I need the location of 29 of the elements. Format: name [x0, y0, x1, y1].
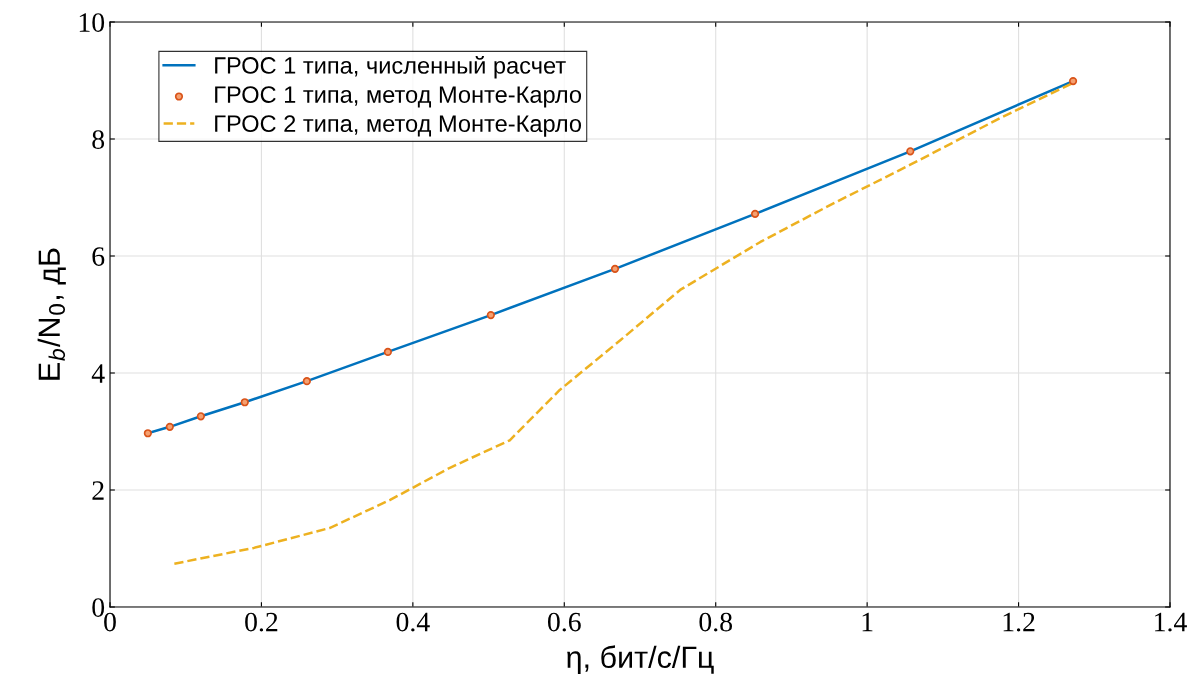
x-axis-title: η, бит/с/Гц [567, 645, 714, 675]
y-axis-title: E$_{b}$/N$_{0}$, дБ [37, 248, 66, 380]
point [1068, 76, 1078, 86]
point [196, 412, 205, 421]
legend-label: ГРОС 1 типа, метод Монте-Карло [215, 86, 582, 108]
point [240, 398, 249, 407]
x-tick-label: 0.6 [547, 612, 581, 632]
legend-label: ГРОС 1 типа, численный расчет [215, 56, 566, 79]
y-tick-label: 8 [92, 130, 105, 149]
point [906, 147, 915, 156]
x-tick-label: 1.4 [1155, 612, 1187, 632]
point [143, 429, 152, 438]
point [165, 422, 174, 431]
y-tick-label: 2 [92, 481, 104, 500]
y-tick-label: 0 [92, 598, 105, 617]
y-tick-label: 10 [79, 13, 105, 32]
x-tick-label: 0.2 [245, 612, 278, 632]
y-tick-label: 4 [91, 364, 105, 383]
point [750, 209, 760, 218]
point [302, 377, 311, 386]
legend-label: ГРОС 2 типа, метод Монте-Карло [215, 115, 582, 137]
point [383, 347, 392, 357]
y-tick-label: 6 [92, 247, 105, 266]
point [486, 310, 495, 320]
point [610, 264, 620, 273]
x-tick-label: 0.4 [396, 612, 430, 632]
x-tick-label: 1 [862, 612, 873, 632]
x-tick-label: 1.2 [1003, 612, 1035, 632]
x-tick-label: 0.8 [699, 612, 733, 632]
